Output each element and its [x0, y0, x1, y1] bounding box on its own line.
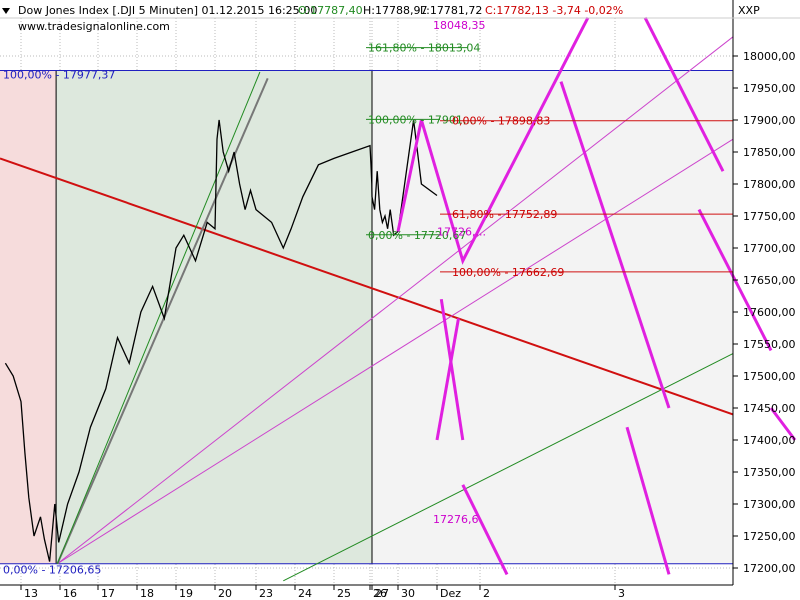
fib-label-5: 0,00% - 17898,83	[452, 115, 550, 128]
fib-zones	[0, 69, 733, 565]
x-tick-label: Dez	[440, 587, 461, 600]
y-tick-label: 17600,00	[743, 306, 796, 319]
forecast-segment-4	[625, 426, 671, 575]
fib-label-1: 0,00% - 17206,65	[3, 564, 101, 577]
forecast-segment-3	[439, 298, 465, 441]
forecast-path	[396, 16, 590, 265]
forecast-segment-1	[559, 81, 671, 409]
ohlc-open: O:17787,40	[298, 4, 363, 17]
fib-label-2: 161,80% - 18013,04	[368, 42, 480, 55]
forecast-segment-7	[435, 318, 460, 441]
x-tick-label: 26	[373, 587, 387, 600]
forecast-segment-5	[461, 484, 509, 576]
y-tick-label: 17900,00	[743, 114, 796, 127]
y-tick-label: 17400,00	[743, 434, 796, 447]
website-label: www.tradesignalonline.com	[18, 20, 170, 33]
y-tick-label: 17300,00	[743, 498, 796, 511]
fib-label-3: 100,00% - 17901,...	[368, 113, 477, 126]
fan-line-green-steep	[56, 71, 261, 564]
fib-label-6: 61,80% - 17752,89	[452, 208, 557, 221]
x-tick-label: 20	[218, 587, 232, 600]
axis-name-label: XXP	[738, 4, 760, 17]
zone-green	[56, 70, 372, 564]
fib-labels: 100,00% - 17977,37 0,00% - 17206,65 161,80…	[3, 19, 733, 577]
ohlc-low: L:17781,72	[420, 4, 482, 17]
forecast-segment-0	[643, 16, 725, 172]
chart-title: Dow Jones Index [.DJI 5 Minuten] 01.12.2…	[18, 4, 317, 17]
y-tick-label: 18000,00	[743, 50, 796, 63]
x-tick-label: 30	[401, 587, 415, 600]
x-tick-label: 19	[179, 587, 193, 600]
y-tick-label: 17500,00	[743, 370, 796, 383]
x-tick-label: 18	[140, 587, 154, 600]
x-tick-label: 25	[337, 587, 351, 600]
zone-gray	[372, 70, 733, 564]
y-tick-label: 17800,00	[743, 178, 796, 191]
ohlc-close-change: C:17782,13 -3,74 -0,02%	[485, 4, 623, 17]
fan-line-green-shallow	[283, 353, 734, 582]
fan-line-magenta-1	[57, 36, 734, 565]
x-tick-label: 17	[101, 587, 115, 600]
annotation-label-0: 18048,35	[433, 19, 486, 32]
x-tick-label: 24	[298, 587, 312, 600]
y-tick-label: 17550,00	[743, 338, 796, 351]
fan-line-magenta-2	[57, 138, 734, 565]
fib-label-4: 0,00% - 17720,67	[368, 229, 466, 242]
y-tick-label: 17700,00	[743, 242, 796, 255]
x-tick-label: 16	[63, 587, 77, 600]
x-tick-label: 3	[618, 587, 625, 600]
forecast-segment-6	[769, 407, 797, 441]
price-series	[4, 119, 438, 562]
y-tick-label: 17750,00	[743, 210, 796, 223]
y-tick-label: 17850,00	[743, 146, 796, 159]
x-tick-label: 13	[24, 587, 38, 600]
price-line	[4, 119, 438, 562]
y-tick-label: 17350,00	[743, 466, 796, 479]
y-tick-label: 17650,00	[743, 274, 796, 287]
trendline-red	[0, 157, 734, 416]
dropdown-icon[interactable]	[2, 8, 10, 14]
annotation-label-1: 17726,...	[437, 225, 486, 238]
x-tick-label: 23	[259, 587, 273, 600]
ohlc-high: H:17788,97	[363, 4, 427, 17]
y-tick-label: 17950,00	[743, 82, 796, 95]
y-tick-label: 17250,00	[743, 530, 796, 543]
x-tick-label: 2	[483, 587, 490, 600]
y-tick-label: 17450,00	[743, 402, 796, 415]
fib-label-7: 100,00% - 17662,69	[452, 266, 564, 279]
y-tick-label: 17200,00	[743, 562, 796, 575]
fib-label-0: 100,00% - 17977,37	[3, 68, 115, 81]
x-tick-label: 27	[375, 587, 389, 600]
annotation-label-2: 17276,6	[433, 513, 479, 526]
